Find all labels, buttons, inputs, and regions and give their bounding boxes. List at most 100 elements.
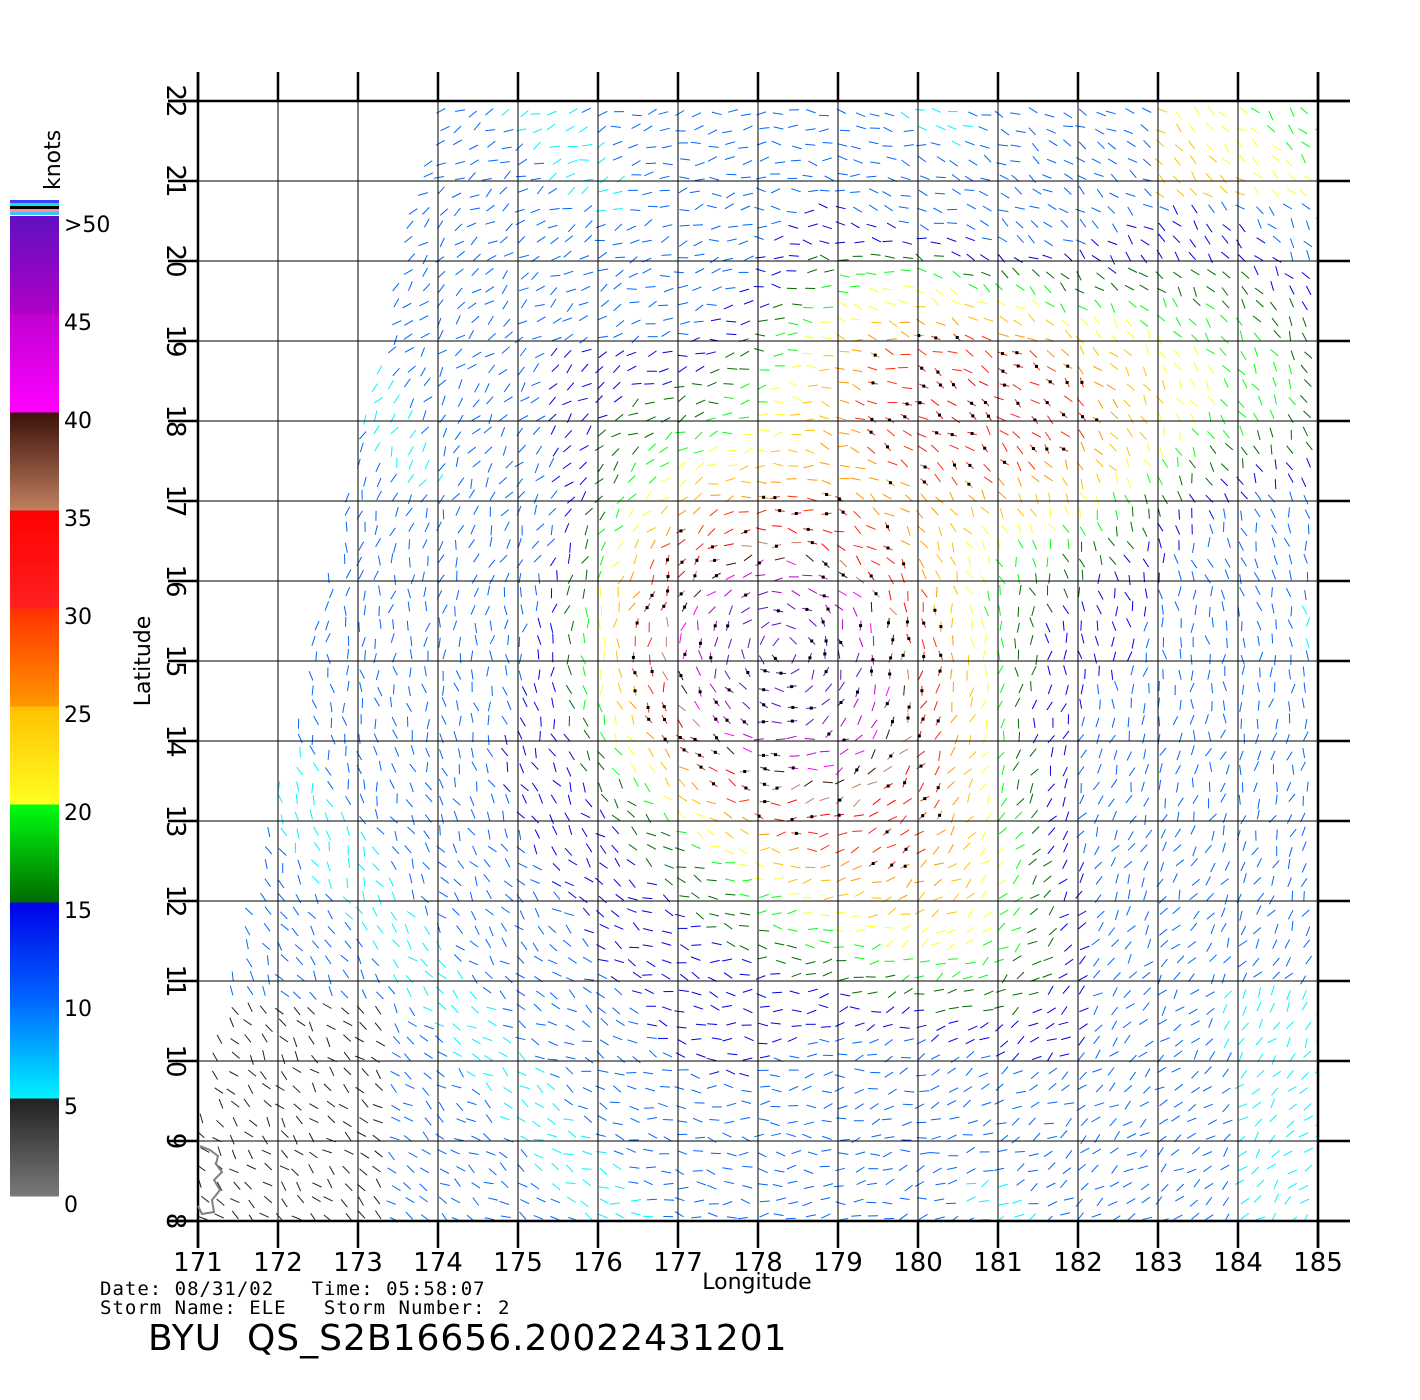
wind-vector (770, 973, 781, 975)
wind-vector (1292, 764, 1295, 775)
wind-vector (1047, 1007, 1056, 1014)
wind-vector (1187, 941, 1197, 948)
wind-vector (722, 958, 733, 962)
wind-vector (435, 139, 445, 146)
rain-flag-marker (1002, 383, 1006, 387)
wind-vector (821, 1213, 831, 1219)
rain-flag-marker (1001, 369, 1005, 373)
wind-vector (267, 827, 271, 838)
wind-vector (1237, 1103, 1248, 1108)
wind-vector (563, 1118, 574, 1121)
wind-vector (488, 364, 496, 374)
wind-vector (501, 108, 510, 117)
wind-vector (562, 400, 572, 406)
wind-vector (759, 127, 770, 130)
wind-vector (648, 1133, 658, 1139)
wind-vector (458, 1068, 464, 1078)
wind-vector (1060, 703, 1067, 713)
wind-vector (585, 220, 593, 229)
wind-vector (742, 572, 753, 578)
wind-vector (867, 827, 877, 835)
wind-vector (502, 1024, 514, 1028)
wind-vector (932, 637, 937, 648)
wind-vector (858, 637, 864, 648)
wind-vector (552, 336, 562, 342)
wind-vector (1285, 587, 1292, 598)
wind-vector (1017, 573, 1020, 584)
wind-vector (805, 797, 815, 804)
wind-vector (314, 620, 320, 631)
wind-vector (791, 1025, 802, 1027)
wind-vector (535, 445, 543, 455)
wind-vector (1256, 718, 1259, 729)
rain-flag-marker (742, 720, 746, 724)
wind-vector (580, 812, 591, 819)
wind-vector (868, 141, 879, 145)
wind-vector (1242, 1005, 1247, 1016)
wind-vector (643, 1148, 654, 1152)
wind-vector (403, 333, 413, 340)
wind-vector (1305, 638, 1310, 649)
wind-vector (377, 895, 382, 905)
wind-vector (743, 300, 754, 305)
wind-vector (482, 1036, 493, 1042)
wind-vector (1240, 557, 1247, 567)
wind-vector (324, 955, 332, 965)
wind-vector (1016, 971, 1025, 980)
wind-vector (787, 527, 797, 534)
wind-vector (1269, 427, 1274, 438)
wind-vector (585, 607, 589, 618)
wind-vector (506, 539, 511, 549)
wind-vector (355, 906, 364, 915)
wind-vector (1115, 910, 1119, 921)
wind-vector (452, 620, 458, 631)
wind-vector (537, 649, 540, 660)
wind-vector (725, 991, 736, 997)
wind-vector (363, 779, 366, 790)
wind-vector (229, 1168, 239, 1174)
wind-vector (578, 896, 588, 904)
wind-vector (834, 367, 845, 370)
wind-vector (551, 682, 556, 693)
wind-vector (968, 778, 974, 789)
wind-vector (292, 906, 300, 916)
wind-vector (838, 300, 848, 308)
wind-vector (708, 766, 718, 772)
wind-vector (345, 569, 352, 579)
wind-vector (391, 1104, 401, 1111)
wind-vector (567, 574, 574, 584)
wind-vector (754, 878, 765, 880)
wind-vector (771, 271, 781, 276)
wind-vector (984, 634, 988, 645)
wind-vector (329, 1165, 335, 1176)
wind-vector (533, 844, 538, 855)
wind-vector (834, 1074, 845, 1078)
wind-vector (1209, 524, 1214, 534)
wind-vector (1083, 843, 1087, 854)
wind-vector (1111, 698, 1115, 709)
wind-vector (742, 747, 753, 753)
wind-vector (821, 285, 832, 288)
wind-vector (534, 1163, 543, 1171)
wind-vector (486, 1151, 496, 1156)
wind-vector (899, 1026, 910, 1029)
wind-vector (436, 913, 447, 919)
rain-flag-marker (1062, 413, 1066, 417)
wind-vector (487, 779, 496, 788)
wind-vector (1111, 1020, 1118, 1030)
rain-flag-marker (917, 734, 921, 738)
wind-vector (458, 748, 461, 759)
wind-vector (1220, 782, 1226, 793)
wind-vector (1255, 1036, 1263, 1046)
wind-vector (472, 1197, 480, 1206)
wind-vector (614, 714, 618, 725)
wind-vector (468, 110, 478, 118)
wind-vector (377, 686, 383, 697)
wind-vector (458, 636, 461, 647)
wind-vector (347, 857, 350, 868)
wind-vector (1011, 1136, 1020, 1144)
wind-vector (1113, 972, 1121, 981)
rain-flag-marker (757, 561, 761, 565)
wind-vector (1191, 777, 1194, 788)
wind-vector (1188, 973, 1195, 982)
